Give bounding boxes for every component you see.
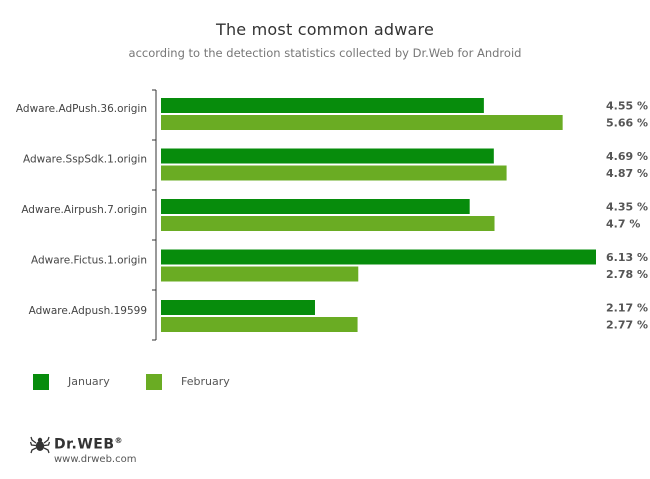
data-label-january: 6.13 %	[606, 251, 648, 264]
logo-url: www.drweb.com	[54, 454, 137, 465]
spider-logo-icon	[30, 436, 50, 454]
chart-title: The most common adware	[215, 20, 434, 39]
category-label: Adware.Airpush.7.origin	[21, 204, 147, 216]
logo-brand: Dr.WEB®	[54, 436, 124, 453]
data-label-february: 4.87 %	[606, 167, 648, 180]
data-label-january: 4.69 %	[606, 150, 648, 163]
category-label: Adware.SspSdk.1.origin	[23, 154, 147, 166]
data-label-february: 4.7 %	[606, 218, 640, 231]
legend-swatch-january	[33, 374, 49, 390]
data-label-january: 4.35 %	[606, 201, 648, 214]
bar-january	[161, 249, 596, 265]
data-label-february: 2.77 %	[606, 319, 648, 332]
chart-legend: January February	[0, 374, 650, 394]
bar-february	[161, 317, 358, 332]
category-label: Adware.AdPush.36.origin	[16, 103, 147, 115]
bar-february	[161, 266, 359, 282]
bar-february	[161, 216, 495, 231]
data-label-january: 4.55 %	[606, 100, 648, 113]
bar-january	[161, 148, 494, 164]
legend-label-february: February	[181, 375, 230, 388]
bar-january	[161, 300, 315, 315]
y-axis	[152, 89, 157, 341]
category-label: Adware.Fictus.1.origin	[31, 255, 147, 267]
bar-february	[161, 165, 507, 181]
bar-february	[161, 115, 563, 130]
bar-january	[161, 98, 484, 113]
legend-swatch-february	[146, 374, 162, 390]
legend-label-january: January	[68, 375, 110, 388]
chart-subtitle: according to the detection statistics co…	[128, 46, 522, 60]
data-label-february: 2.78 %	[606, 268, 648, 281]
data-label-february: 5.66 %	[606, 117, 648, 130]
bar-january	[161, 199, 470, 214]
data-label-january: 2.17 %	[606, 302, 648, 315]
category-label: Adware.Adpush.19599	[29, 305, 147, 317]
